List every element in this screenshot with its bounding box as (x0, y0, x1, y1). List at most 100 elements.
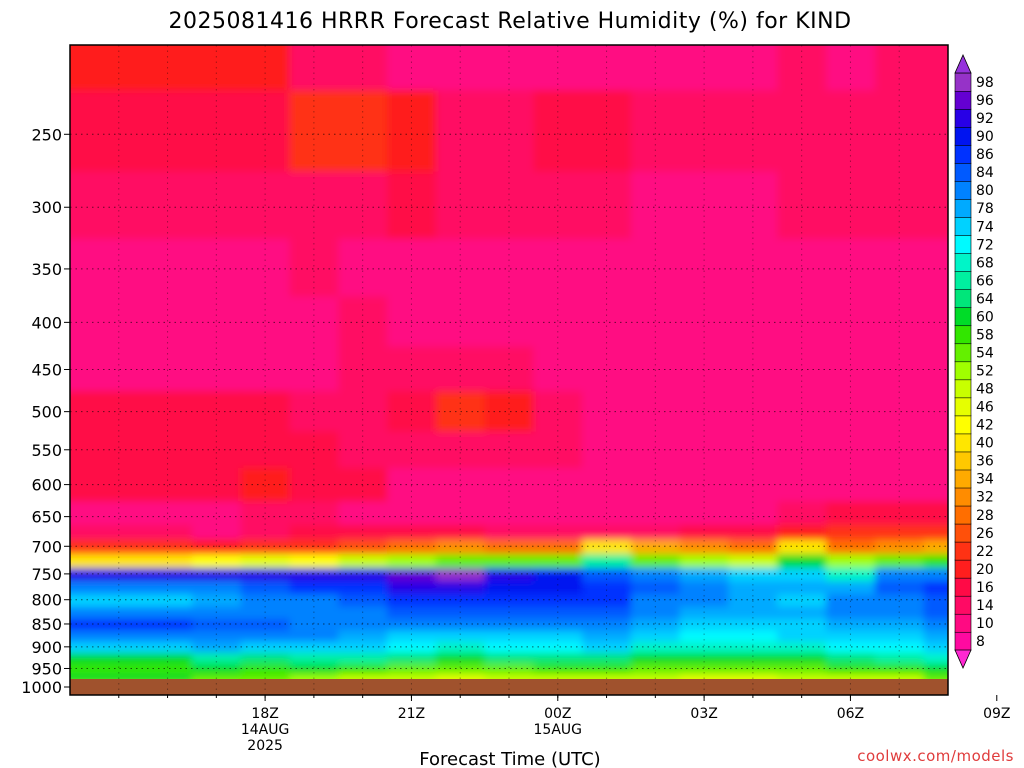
plot-area (70, 45, 948, 695)
rh-cell (582, 295, 632, 347)
colorbar-swatch (954, 415, 972, 435)
rh-cell (289, 467, 340, 502)
colorbar-swatch (954, 90, 972, 110)
rh-cell (484, 295, 535, 347)
rh-cell (582, 524, 632, 540)
rh-cell (533, 567, 583, 582)
rh-cell (728, 390, 779, 432)
colorbar-swatch (954, 361, 972, 381)
rh-cell (630, 605, 681, 619)
rh-cell (728, 652, 779, 664)
rh-cell (582, 553, 632, 568)
y-tick-label: 250 (31, 125, 62, 144)
rh-cell (240, 567, 291, 582)
rh-cell (338, 500, 388, 525)
rh-cell (338, 89, 388, 172)
rh-cell (874, 430, 925, 468)
rh-cell (533, 89, 583, 172)
rh-cell (191, 553, 242, 568)
rh-cell (582, 238, 632, 297)
x-tick-label: 21Z (398, 706, 425, 722)
rh-cell (630, 45, 681, 91)
rh-cell (289, 663, 340, 675)
y-tick-label: 400 (31, 313, 62, 332)
y-tick-label: 350 (31, 260, 62, 279)
colorbar-label: 96 (976, 93, 994, 109)
rh-cell (777, 500, 827, 525)
rh-cell (582, 89, 632, 172)
rh-cell (679, 605, 730, 619)
colorbar-label: 86 (976, 147, 994, 163)
rh-cell (679, 580, 730, 595)
colorbar-label: 84 (976, 165, 994, 181)
rh-cell (191, 524, 242, 540)
rh-cell (728, 605, 779, 619)
rh-cell (826, 295, 876, 347)
colorbar-label: 66 (976, 273, 994, 289)
rh-cell (826, 663, 876, 675)
rh-cell (338, 170, 388, 239)
colorbar-label: 34 (976, 472, 994, 488)
rh-cell (387, 170, 437, 239)
rh-cell (679, 652, 730, 664)
rh-cell (728, 553, 779, 568)
rh-cell (630, 663, 681, 675)
colorbar-label: 10 (976, 616, 994, 632)
rh-cell (240, 605, 291, 619)
rh-cell (826, 45, 876, 91)
rh-cell (484, 539, 535, 555)
rh-cell (484, 238, 535, 297)
rh-cell (387, 238, 437, 297)
rh-cell (387, 45, 437, 91)
rh-cell (338, 390, 388, 432)
rh-cell (874, 238, 925, 297)
rh-cell (484, 467, 535, 502)
colorbar-swatch (954, 505, 972, 525)
rh-cell (826, 652, 876, 664)
rh-cell (679, 663, 730, 675)
rh-cell (533, 430, 583, 468)
rh-cell (338, 567, 388, 582)
y-tick-label: 550 (31, 441, 62, 460)
rh-cell (728, 45, 779, 91)
rh-cell (582, 345, 632, 392)
rh-cell (289, 238, 340, 297)
rh-cell (582, 567, 632, 582)
rh-cell (679, 45, 730, 91)
rh-cell (582, 593, 632, 607)
rh-cell (191, 345, 242, 392)
rh-cell (484, 618, 535, 631)
rh-cell (923, 345, 948, 392)
rh-cell (435, 89, 486, 172)
rh-cell (70, 524, 193, 540)
rh-cell (679, 89, 730, 172)
colorbar-label: 80 (976, 183, 994, 199)
rh-cell (728, 629, 779, 642)
colorbar-label: 92 (976, 111, 994, 127)
rh-cell (923, 605, 948, 619)
y-tick-label: 850 (31, 615, 62, 634)
rh-cell (435, 553, 486, 568)
rh-cell (289, 553, 340, 568)
rh-cell (874, 170, 925, 239)
colorbar: 98 96 92 90 86 84 80 78 74 72 68 66 64 60 58 54 52 48 46 42… (954, 54, 994, 669)
colorbar-swatch (954, 469, 972, 489)
rh-cell (826, 539, 876, 555)
rh-cell (923, 524, 948, 540)
rh-cell (630, 500, 681, 525)
x-tick-label: 00Z (544, 706, 571, 722)
rh-cell (240, 295, 291, 347)
rh-cell (679, 390, 730, 432)
rh-cell (679, 170, 730, 239)
rh-cell (777, 629, 827, 642)
rh-cell (191, 170, 242, 239)
rh-cell (191, 390, 242, 432)
rh-cell (679, 629, 730, 642)
rh-cell (777, 580, 827, 595)
rh-cell (484, 567, 535, 582)
rh-cell (582, 629, 632, 642)
rh-cell (533, 641, 583, 654)
rh-cell (826, 553, 876, 568)
colorbar-label: 32 (976, 490, 994, 506)
rh-cell (533, 500, 583, 525)
